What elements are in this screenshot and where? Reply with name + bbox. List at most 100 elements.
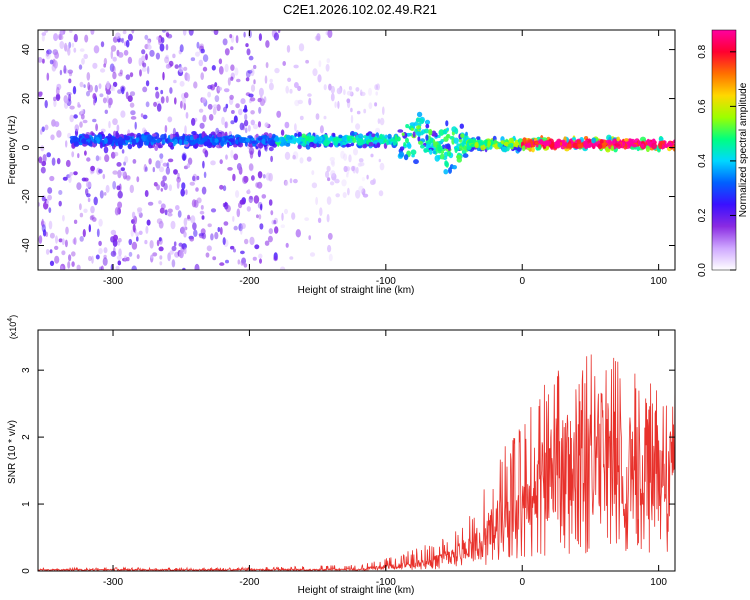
- spectrogram-band-cell: [572, 142, 579, 149]
- spectrogram-noise-cell: [163, 183, 168, 191]
- spectrogram-noise-cell: [294, 123, 297, 132]
- spectrogram-noise-cell: [355, 189, 361, 199]
- spectrogram-noise-cell: [327, 232, 333, 240]
- spectrogram-noise-cell: [315, 196, 318, 206]
- spectrogram-band-cell: [632, 143, 637, 148]
- spectrogram-noise-cell: [318, 60, 322, 68]
- spectrogram-noise-cell: [346, 99, 351, 109]
- spectrogram-noise-cell: [249, 195, 254, 200]
- spectrogram-noise-cell: [38, 91, 43, 98]
- spectrogram-noise-cell: [38, 156, 43, 164]
- spectrogram-noise-cell: [56, 130, 62, 138]
- snr-y-axis-label: SNR (10 * v/v): [7, 420, 18, 484]
- spectrogram-noise-cell: [138, 57, 142, 67]
- spectrogram-noise-cell: [312, 68, 318, 77]
- spectrogram-noise-cell: [177, 210, 182, 218]
- spectrogram-noise-cell: [325, 63, 330, 72]
- spectrogram-band-cell: [154, 145, 159, 152]
- spectrogram-band-cell: [446, 133, 451, 139]
- spectrogram-band-cell: [410, 127, 415, 131]
- spectrogram-noise-cell: [319, 207, 323, 217]
- spectrogram-noise-cell: [222, 38, 228, 46]
- spectrogram-noise-cell: [92, 93, 97, 100]
- spectrogram-noise-cell: [50, 134, 55, 141]
- spectrogram-noise-cell: [105, 184, 110, 193]
- spectrogram-noise-cell: [64, 42, 68, 52]
- spectrogram-band-cell: [168, 142, 172, 146]
- spectrogram-noise-cell: [79, 203, 82, 211]
- spectrogram-noise-cell: [219, 159, 223, 165]
- colorbar-tick-label: 0.0: [697, 263, 708, 277]
- spectrogram-noise-cell: [102, 257, 108, 266]
- spectrogram-noise-cell: [323, 115, 327, 120]
- spectrogram-noise-cell: [67, 47, 71, 56]
- spectrogram-noise-cell: [286, 45, 291, 53]
- spectrogram-noise-cell: [183, 231, 187, 238]
- spectrogram-noise-cell: [125, 39, 130, 48]
- spectrogram-noise-cell: [169, 87, 173, 94]
- spectrogram-noise-cell: [162, 71, 165, 81]
- spectrogram-noise-cell: [193, 229, 198, 237]
- spectrogram-band-cell: [413, 159, 419, 165]
- spectrogram-noise-cell: [295, 229, 301, 238]
- spectrogram-noise-cell: [158, 246, 164, 252]
- spectrogram-noise-cell: [264, 240, 270, 246]
- spectrogram-noise-cell: [86, 72, 91, 81]
- spectrogram-noise-cell: [244, 119, 249, 127]
- spectrogram-noise-cell: [193, 81, 198, 89]
- spectrogram-noise-cell: [112, 56, 117, 62]
- spectrogram-band-cell: [99, 142, 103, 149]
- spectrogram-noise-cell: [245, 70, 251, 78]
- spectrogram-noise-cell: [253, 79, 256, 85]
- spectrogram-band-cell: [637, 140, 642, 146]
- snr-panel: -300 -200 -100 0 100 0 1 2 3 Height of straight…: [7, 315, 676, 596]
- spectrogram-band-cell: [470, 143, 476, 148]
- spectrogram-noise-cell: [180, 225, 187, 235]
- spectrogram-noise-cell: [116, 255, 122, 261]
- spectrogram-noise-cell: [240, 228, 243, 235]
- spectrogram-band-cell: [84, 134, 90, 139]
- spectrogram-noise-cell: [306, 156, 312, 162]
- spectrogram-noise-cell: [41, 218, 44, 227]
- snr-y-tick-label: 2: [21, 434, 32, 440]
- spectrogram-noise-cell: [252, 124, 259, 130]
- spectrogram-band-cell: [155, 138, 161, 143]
- spectrogram-band-cell: [345, 143, 352, 148]
- spectrogram-band-cell: [599, 139, 604, 145]
- colorbar: 0.0 0.2 0.4 0.6 0.8 Normalized spectral ampl…: [697, 29, 749, 277]
- spectrogram-noise-cell: [88, 224, 92, 233]
- spectrogram-band-cell: [576, 139, 581, 145]
- spectrogram-noise-cell: [65, 140, 68, 148]
- spectrogram-noise-cell: [225, 205, 231, 213]
- spectrogram-noise-cell: [54, 245, 59, 250]
- spectrogram-noise-cell: [292, 154, 296, 160]
- spectrogram-noise-cell: [121, 171, 126, 177]
- spectrogram-noise-cell: [213, 30, 219, 35]
- spectrogram-band-cell: [251, 140, 256, 144]
- spectrogram-y-axis-label: Frequency (Hz): [7, 116, 18, 185]
- spectrogram-noise-cell: [184, 226, 188, 231]
- spectrogram-band-cell: [658, 142, 663, 150]
- spectrogram-band-cell: [351, 132, 355, 136]
- spectrogram-noise-cell: [128, 251, 133, 257]
- spectrogram-band-cell: [384, 134, 388, 140]
- spectrogram-noise-cell: [217, 227, 221, 232]
- spectrogram-band-cell: [189, 136, 194, 141]
- spectrogram-noise-cell: [240, 223, 246, 229]
- spectrogram-noise-cell: [201, 215, 205, 220]
- spectrogram-noise-cell: [212, 256, 217, 261]
- spectrogram-noise-cell: [41, 34, 45, 42]
- spectrogram-noise-cell: [83, 53, 88, 60]
- spectrogram-band-cell: [429, 137, 434, 143]
- spectrogram-noise-cell: [115, 265, 120, 270]
- spectrogram-noise-cell: [98, 240, 102, 247]
- spectrogram-noise-cell: [284, 121, 290, 129]
- spectrogram-noise-cell: [139, 69, 142, 77]
- spectrogram-noise-cell: [227, 167, 233, 171]
- spectrogram-noise-cell: [248, 195, 253, 204]
- spectrogram-noise-cell: [257, 149, 261, 158]
- snr-series-line: [38, 354, 675, 571]
- spectrogram-noise-cell: [73, 219, 78, 224]
- spectrogram-noise-cell: [351, 165, 355, 172]
